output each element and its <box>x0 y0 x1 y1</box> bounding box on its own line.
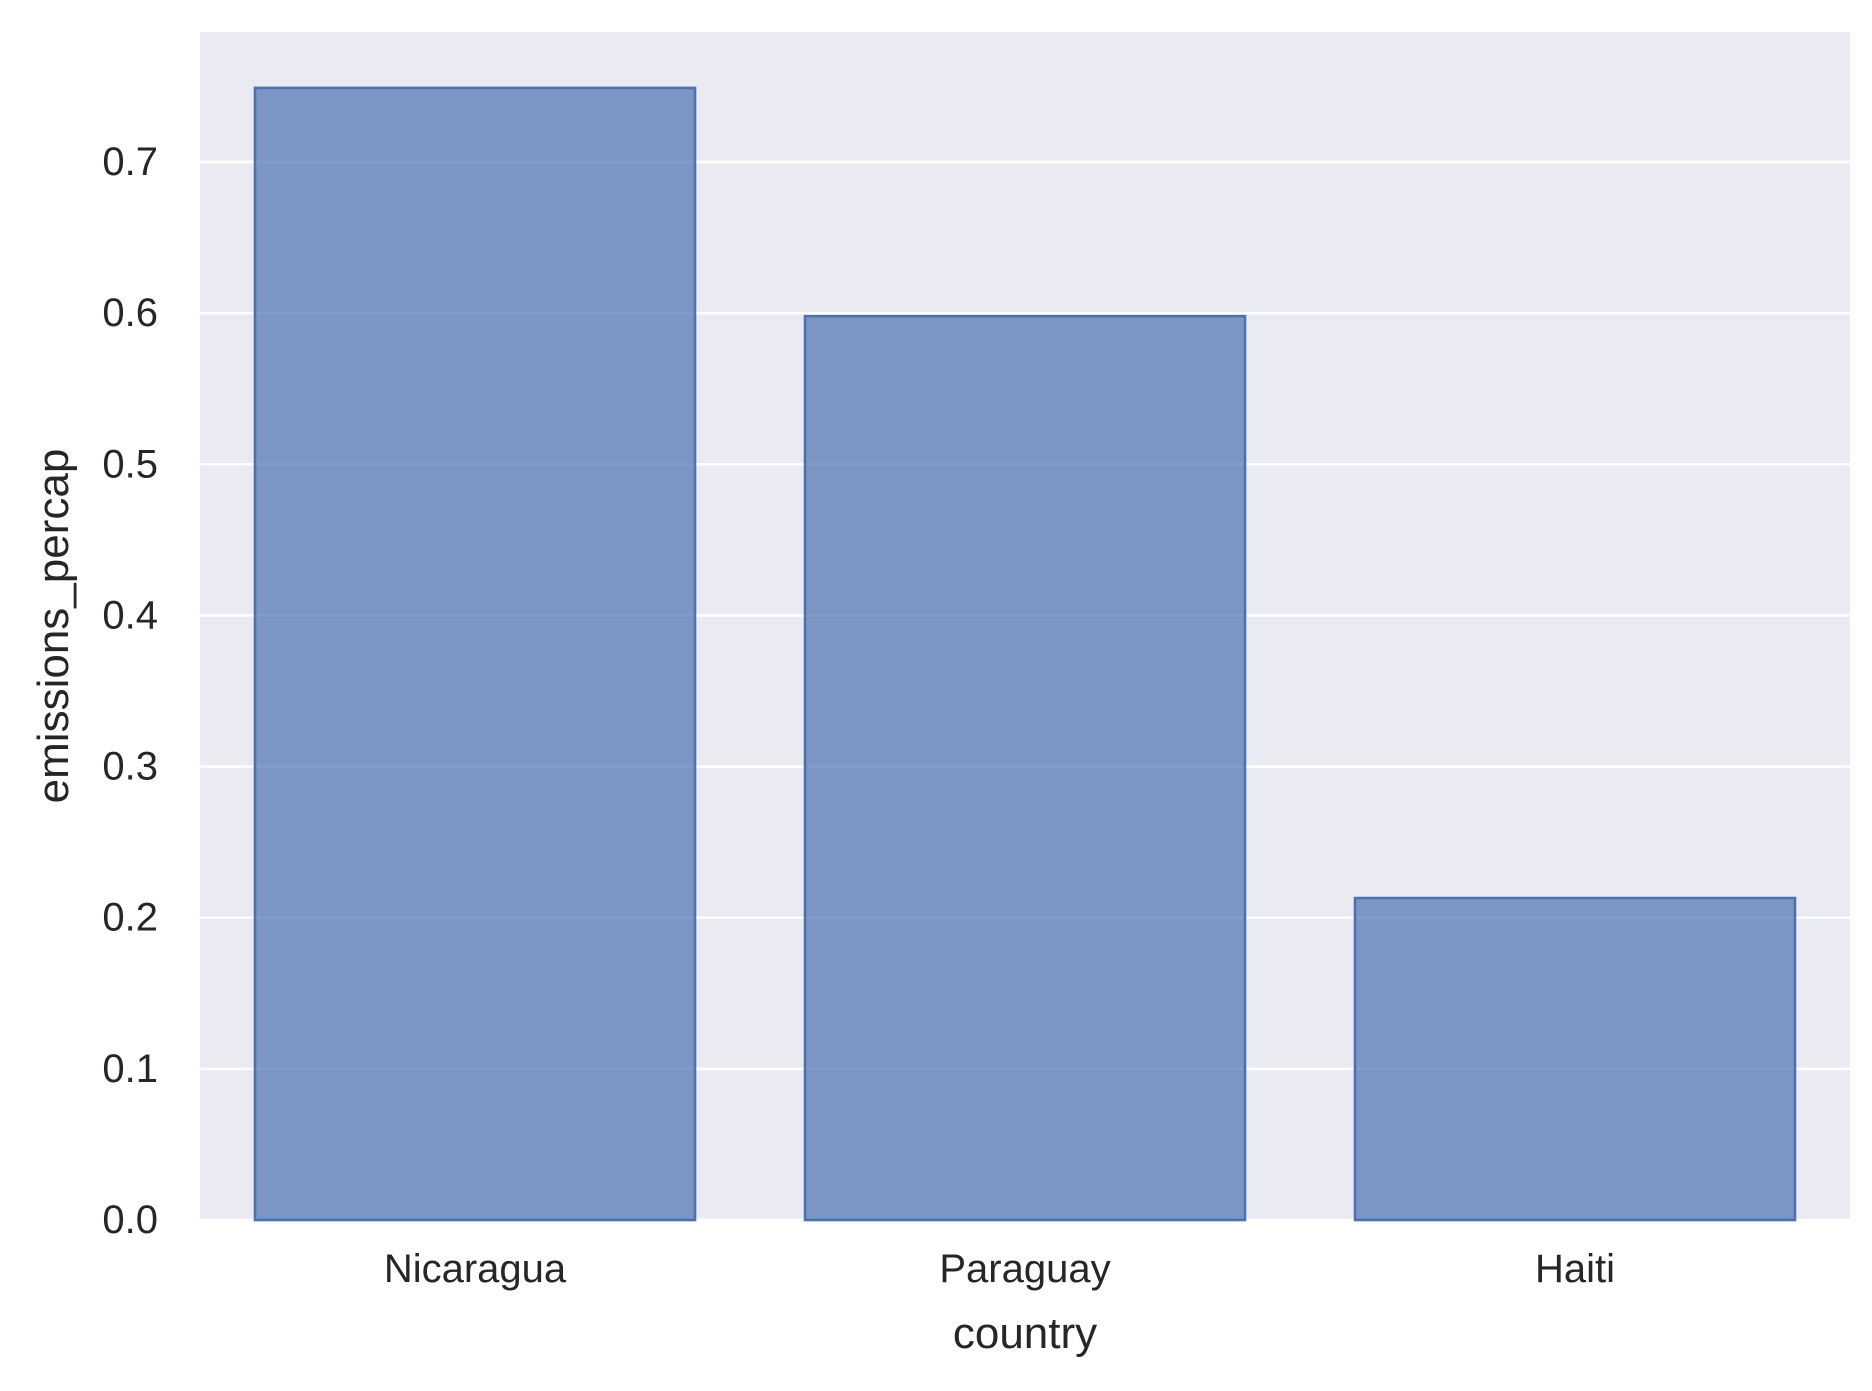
y-tick-label: 0.2 <box>102 896 158 940</box>
y-tick-label: 0.3 <box>102 745 158 789</box>
x-tick-label: Paraguay <box>939 1247 1110 1291</box>
y-tick-label: 0.6 <box>102 291 158 335</box>
bar-nicaragua <box>253 86 697 1222</box>
y-tick-label: 0.1 <box>102 1047 158 1091</box>
x-tick-label: Nicaragua <box>384 1247 567 1291</box>
x-tick-labels: Nicaragua Paraguay Haiti <box>384 1247 1615 1291</box>
x-tick-label: Haiti <box>1535 1247 1615 1291</box>
x-axis-label: country <box>953 1309 1097 1358</box>
y-tick-label: 0.0 <box>102 1198 158 1242</box>
bar-haiti <box>1353 896 1797 1222</box>
bars <box>253 86 1797 1222</box>
y-tick-labels: 0.0 0.1 0.2 0.3 0.4 0.5 0.6 0.7 <box>102 140 158 1242</box>
y-axis-label: emissions_percap <box>29 449 78 804</box>
bar-paraguay <box>803 314 1247 1222</box>
y-tick-label: 0.4 <box>102 593 158 637</box>
y-tick-label: 0.5 <box>102 442 158 486</box>
y-tick-label: 0.7 <box>102 140 158 184</box>
